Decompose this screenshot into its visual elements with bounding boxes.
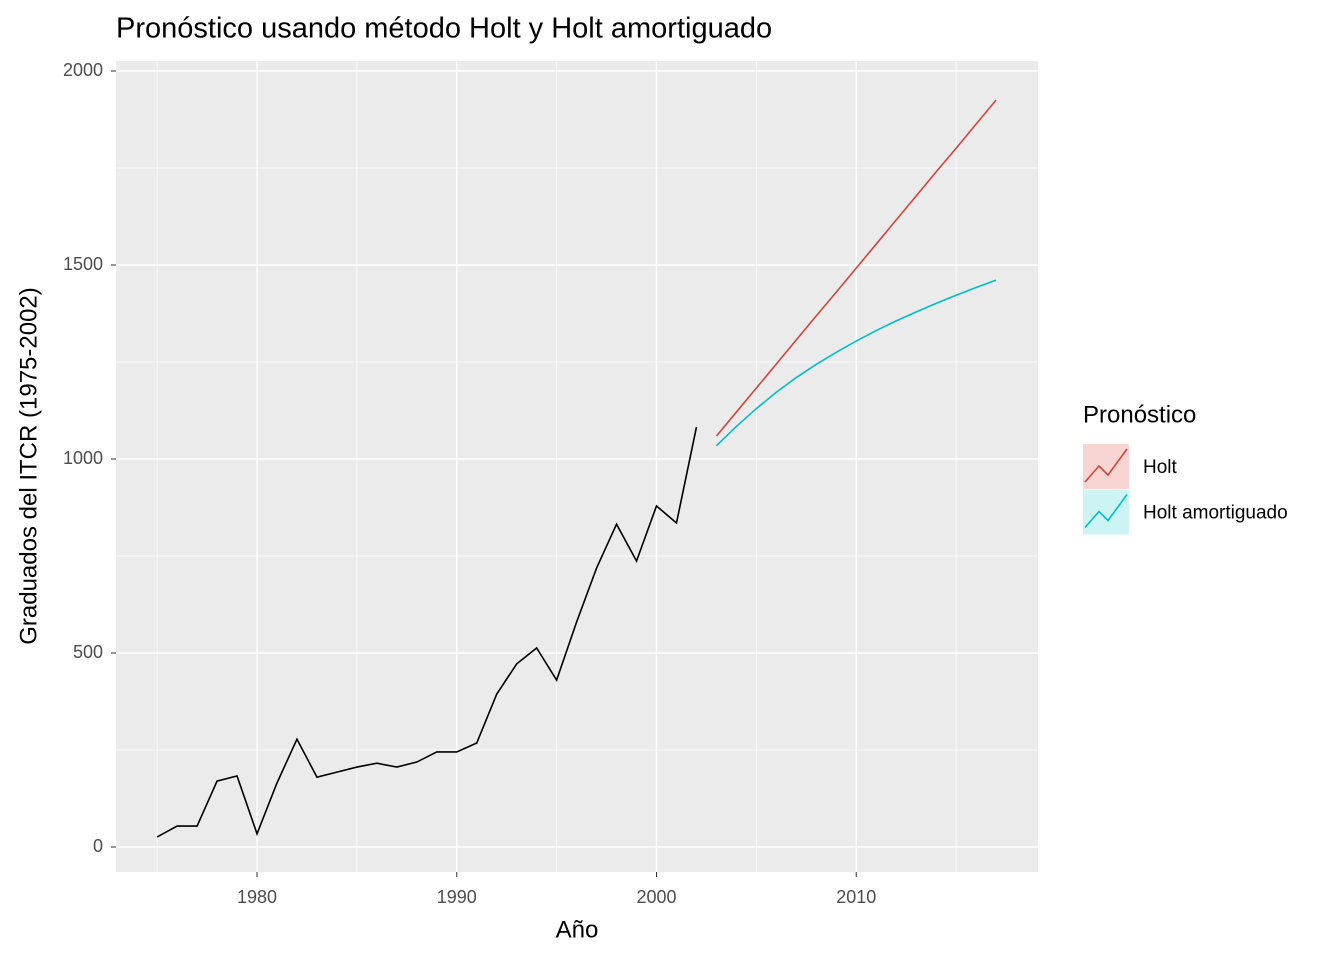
x-axis-label: Año <box>556 916 599 943</box>
forecast-line <box>715 279 997 447</box>
legend-key <box>1083 444 1129 489</box>
y-tick-label: 0 <box>93 836 103 856</box>
legend-title: Pronóstico <box>1083 401 1196 428</box>
panel <box>116 61 1038 872</box>
legend-key-line <box>1084 448 1128 483</box>
y-tick-label: 500 <box>73 642 103 662</box>
legend-key <box>1083 489 1129 535</box>
forecast-line <box>715 99 997 437</box>
x-tick-label: 2000 <box>636 887 676 907</box>
y-axis-label: Graduados del ITCR (1975-2002) <box>15 287 42 645</box>
y-tick-label: 2000 <box>63 60 103 80</box>
y-tick-label: 1500 <box>63 254 103 274</box>
legend-label: Holt <box>1143 457 1178 478</box>
x-tick-label: 1990 <box>437 887 477 907</box>
x-tick-label: 2010 <box>836 887 876 907</box>
y-tick-label: 1000 <box>63 448 103 468</box>
legend-key-line <box>1084 494 1128 529</box>
historic-line <box>156 427 698 838</box>
chart-title: Pronóstico usando método Holt y Holt amo… <box>116 13 772 45</box>
legend-label: Holt amortiguado <box>1143 503 1288 524</box>
x-tick-label: 1980 <box>237 887 277 907</box>
